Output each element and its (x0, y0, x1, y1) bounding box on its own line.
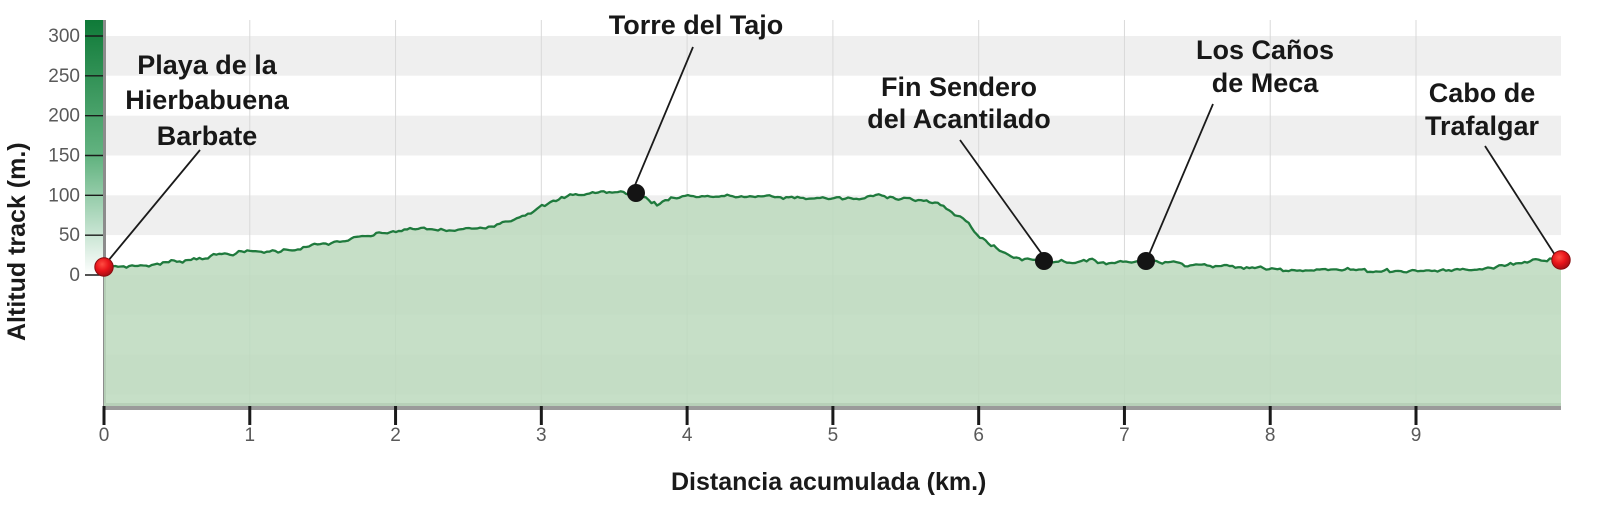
svg-text:0: 0 (99, 425, 110, 446)
svg-text:0: 0 (69, 265, 80, 286)
svg-text:Fin Sendero: Fin Sendero (881, 72, 1037, 102)
svg-text:del Acantilado: del Acantilado (867, 104, 1051, 134)
svg-text:300: 300 (48, 26, 80, 47)
svg-text:100: 100 (48, 185, 80, 206)
svg-text:Barbate: Barbate (157, 121, 258, 151)
svg-text:200: 200 (48, 106, 80, 127)
svg-text:Trafalgar: Trafalgar (1425, 111, 1540, 141)
svg-text:50: 50 (59, 225, 80, 246)
svg-text:1: 1 (244, 425, 255, 446)
svg-text:Cabo de: Cabo de (1429, 78, 1536, 108)
svg-text:5: 5 (828, 425, 839, 446)
svg-text:Hierbabuena: Hierbabuena (125, 85, 290, 115)
svg-text:3: 3 (536, 425, 547, 446)
svg-text:7: 7 (1119, 425, 1130, 446)
svg-text:6: 6 (973, 425, 984, 446)
svg-text:Playa de la: Playa de la (137, 50, 278, 80)
svg-text:8: 8 (1265, 425, 1276, 446)
svg-text:Torre del Tajo: Torre del Tajo (609, 10, 784, 40)
svg-text:Los Caños: Los Caños (1196, 35, 1334, 65)
svg-text:2: 2 (390, 425, 401, 446)
svg-text:150: 150 (48, 146, 80, 167)
svg-text:250: 250 (48, 66, 80, 87)
svg-text:de Meca: de Meca (1212, 68, 1320, 98)
svg-text:9: 9 (1411, 425, 1422, 446)
svg-text:4: 4 (682, 425, 693, 446)
